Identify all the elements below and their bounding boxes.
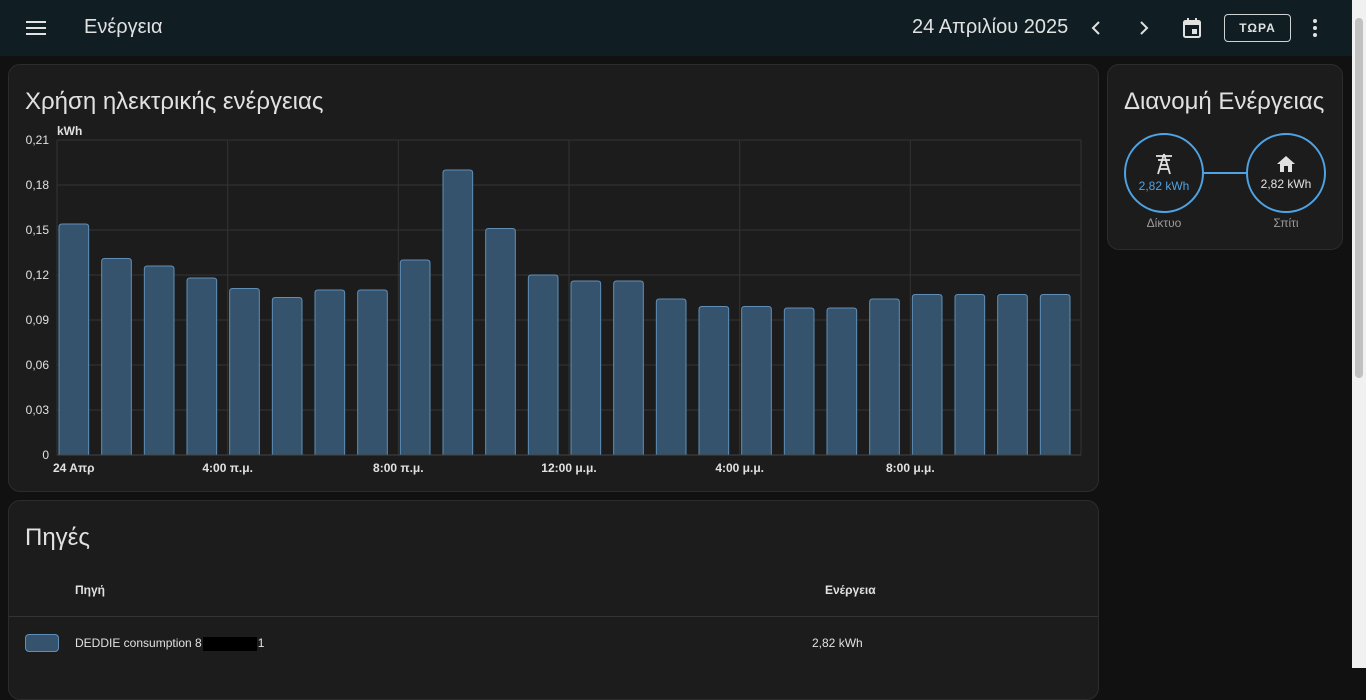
y-tick-label: 0,06: [26, 358, 50, 372]
energy-distribution-title: Διανομή Ενέργειας: [1124, 88, 1325, 115]
chart-bar[interactable]: [613, 280, 644, 456]
source-color-swatch: [25, 634, 59, 652]
x-tick-label: 24 Απρ: [53, 461, 95, 475]
chart-bar[interactable]: [229, 288, 260, 456]
chart-bar[interactable]: [58, 223, 90, 456]
sources-title: Πηγές: [25, 524, 90, 551]
chart-bar[interactable]: [442, 169, 474, 456]
x-tick-label: 12:00 μ.μ.: [541, 461, 596, 475]
y-tick-label: 0,21: [26, 133, 50, 147]
next-period-button[interactable]: [1130, 14, 1158, 42]
chevron-right-icon: [1140, 21, 1149, 35]
source-name-prefix: DEDDIE consumption 8: [75, 636, 202, 650]
menu-icon: [26, 21, 46, 35]
chart-bar[interactable]: [485, 228, 516, 456]
chart-bar[interactable]: [357, 289, 388, 456]
chart-bar[interactable]: [527, 274, 559, 456]
y-tick-label: 0,12: [26, 268, 50, 282]
x-tick-label: 8:00 μ.μ.: [886, 461, 935, 475]
grid-node[interactable]: 2,82 kWh: [1124, 133, 1204, 213]
grid-to-home-flow-line: [1204, 172, 1246, 174]
x-tick-label: 8:00 π.μ.: [373, 461, 424, 475]
home-icon: [1277, 156, 1295, 172]
energy-column-header[interactable]: Ενέργεια: [825, 583, 876, 597]
calendar-button[interactable]: [1178, 14, 1206, 42]
more-options-button[interactable]: [1301, 14, 1329, 42]
chart-bar[interactable]: [399, 259, 431, 456]
chart-bar[interactable]: [954, 294, 986, 456]
source-column-header[interactable]: Πηγή: [75, 583, 105, 597]
sources-card: Πηγές Πηγή Ενέργεια DEDDIE consumption 8…: [8, 500, 1099, 700]
home-energy-value: 2,82 kWh: [1260, 177, 1312, 191]
chart-bar[interactable]: [570, 280, 602, 456]
y-tick-label: 0,15: [26, 223, 50, 237]
y-tick-label: 0,09: [26, 313, 50, 327]
chart-bar[interactable]: [911, 294, 943, 456]
chevron-left-icon: [1091, 21, 1100, 35]
chart-bar[interactable]: [869, 298, 900, 456]
redacted-block: [202, 636, 257, 651]
table-divider: [9, 616, 1098, 617]
energy-distribution-card: Διανομή Ενέργειας 2,82 kWh Δίκτυο 2,82 k…: [1107, 64, 1343, 250]
previous-period-button[interactable]: [1082, 14, 1110, 42]
scrollbar-thumb[interactable]: [1355, 18, 1363, 378]
source-energy-value: 2,82 kWh: [812, 636, 863, 650]
chart-bar[interactable]: [143, 265, 175, 456]
menu-button[interactable]: [20, 16, 52, 40]
chart-bar[interactable]: [826, 307, 858, 456]
y-tick-label: 0: [42, 448, 49, 462]
energy-usage-card: Χρήση ηλεκτρικής ενέργειας kWh 0 0,03 0,06 0…: [8, 64, 1099, 492]
energy-usage-chart[interactable]: kWh 0 0,03 0,06 0,09 0,12 0,15 0,18 0,21 24 Απρ 4:…: [9, 65, 1100, 493]
chart-bar[interactable]: [741, 306, 772, 456]
top-app-bar: Ενέργεια 24 Απριλίου 2025 ΤΩΡΑ: [0, 0, 1352, 56]
now-button[interactable]: ΤΩΡΑ: [1224, 14, 1291, 42]
chart-bar[interactable]: [101, 258, 132, 456]
home-label: Σπίτι: [1273, 216, 1299, 230]
grid-energy-value: 2,82 kWh: [1138, 179, 1190, 193]
page-scrollbar[interactable]: [1352, 0, 1366, 668]
calendar-icon: [1183, 18, 1201, 38]
chart-bar[interactable]: [997, 294, 1028, 456]
y-axis-unit-label: kWh: [57, 124, 82, 138]
chart-bar[interactable]: [271, 297, 303, 456]
energy-usage-title: Χρήση ηλεκτρικής ενέργειας: [25, 88, 324, 115]
x-tick-label: 4:00 π.μ.: [202, 461, 253, 475]
source-name-suffix: 1: [257, 636, 265, 650]
x-tick-label: 4:00 μ.μ.: [715, 461, 764, 475]
transmission-tower-icon: [1156, 153, 1172, 175]
chart-bar[interactable]: [1039, 294, 1071, 456]
chart-bar[interactable]: [783, 307, 815, 456]
home-node[interactable]: 2,82 kWh: [1246, 133, 1326, 213]
date-display: 24 Απριλίου 2025: [912, 16, 1069, 38]
grid-label: Δίκτυο: [1146, 216, 1182, 230]
chart-bar[interactable]: [314, 289, 346, 456]
y-tick-label: 0,18: [26, 178, 50, 192]
chart-bar[interactable]: [698, 306, 730, 456]
y-tick-label: 0,03: [26, 403, 50, 417]
more-vertical-icon: [1313, 19, 1317, 37]
chart-bar[interactable]: [186, 277, 218, 456]
page-title: Ενέργεια: [84, 16, 163, 38]
source-name: DEDDIE consumption 8 1: [75, 636, 264, 651]
chart-bar[interactable]: [655, 298, 687, 456]
